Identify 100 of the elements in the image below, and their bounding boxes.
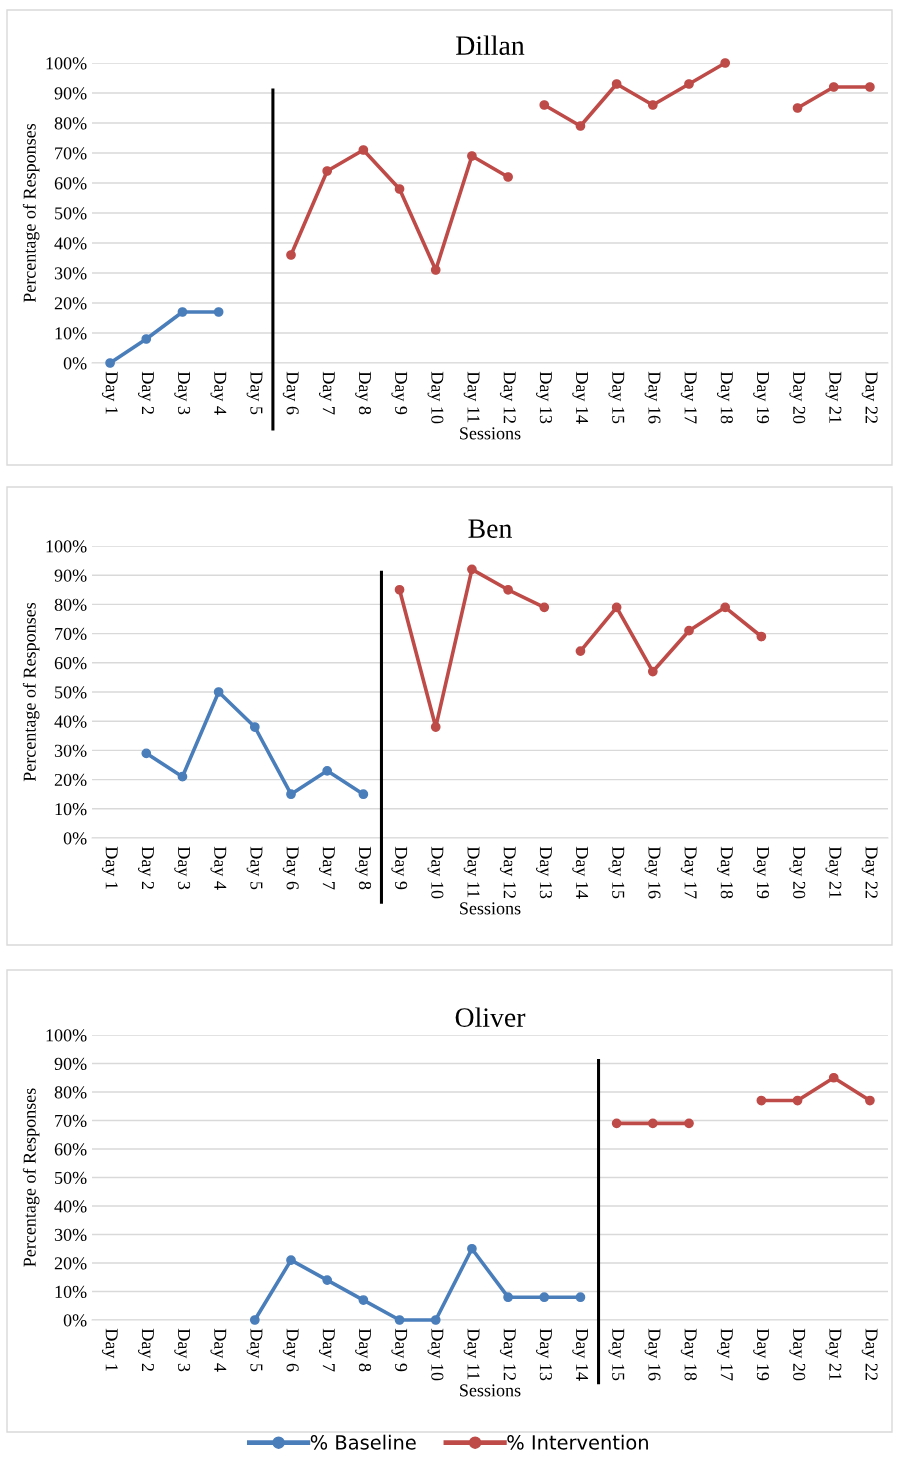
point: [177, 771, 188, 782]
x-tick-label: Day 13: [536, 1328, 552, 1381]
x-tick-label: Day 1: [101, 846, 118, 889]
y-axis-title: Percentage of Responses: [22, 123, 40, 303]
x-tick-label: Day 20: [789, 1328, 806, 1381]
y-tick-label: 40%: [54, 715, 87, 728]
legend-label: % Intervention: [507, 1434, 648, 1450]
x-tick-label: Day 7: [318, 371, 335, 415]
point: [503, 172, 513, 182]
x-tick-label: Day 16: [644, 371, 661, 424]
x-tick-label: Day 11: [463, 1328, 480, 1380]
point: [647, 100, 658, 110]
point: [249, 722, 260, 732]
x-tick-label: Day 1: [101, 1328, 118, 1371]
point: [467, 151, 477, 161]
y-axis-title: Percentage of Responses: [22, 1088, 40, 1267]
y-tick-label: 70%: [55, 147, 87, 160]
x-tick-label: Day 16: [644, 846, 661, 899]
point: [430, 1315, 441, 1325]
x-tick-label: Day 20: [789, 846, 806, 899]
x-tick-label: Day 9: [391, 1328, 408, 1372]
x-tick-label: Day 2: [138, 846, 154, 889]
y-tick-label: 10%: [55, 803, 87, 816]
x-tick-label: Day 9: [391, 846, 408, 890]
x-tick-label: Day 1: [101, 371, 118, 414]
point: [213, 307, 224, 317]
x-tick-label: Day 10: [427, 371, 444, 424]
point: [322, 765, 333, 776]
point: [539, 602, 550, 613]
y-tick-label: 20%: [54, 297, 87, 310]
y-tick-label: 0%: [63, 832, 87, 845]
point: [575, 1292, 586, 1303]
point: [430, 722, 441, 732]
x-tick-label: Day 11: [463, 371, 480, 423]
x-tick-label: Day 21: [825, 371, 842, 423]
point: [358, 145, 369, 155]
y-tick-label: 50%: [55, 686, 87, 699]
point: [358, 789, 369, 800]
y-tick-label: 0%: [63, 357, 87, 370]
x-tick-label: Day 2: [138, 371, 154, 414]
point: [684, 1118, 694, 1129]
x-tick-label: Day 17: [680, 846, 697, 899]
x-tick-label: Day 10: [427, 846, 444, 899]
point: [720, 602, 731, 613]
x-tick-label: Day 9: [391, 371, 408, 415]
x-tick-label: Day 5: [246, 846, 263, 890]
x-tick-label: Day 8: [355, 1328, 372, 1372]
x-tick-label: Day 6: [282, 1328, 299, 1372]
point: [503, 584, 513, 595]
y-tick-label: 30%: [54, 267, 87, 280]
x-tick-label: Day 7: [318, 1328, 335, 1372]
x-tick-label: Day 8: [355, 371, 372, 415]
x-tick-label: Day 3: [174, 846, 191, 890]
x-tick-label: Day 13: [536, 371, 552, 424]
y-tick-label: 80%: [54, 1086, 87, 1099]
point: [322, 1275, 333, 1285]
x-tick-label: Day 22: [861, 371, 878, 423]
y-tick-label: 100%: [46, 57, 87, 70]
x-tick-label: Day 2: [138, 1328, 154, 1371]
y-tick-label: 60%: [54, 657, 87, 670]
x-tick-label: Day 4: [210, 846, 227, 890]
point: [828, 82, 839, 92]
y-tick-label: 40%: [54, 1200, 87, 1213]
point: [756, 631, 767, 642]
x-tick-label: Day 4: [210, 1328, 227, 1372]
point: [647, 1118, 658, 1129]
y-tick-label: 30%: [54, 744, 87, 757]
point: [792, 103, 803, 113]
x-tick-label: Day 5: [246, 1328, 263, 1372]
point: [467, 564, 477, 575]
x-tick-label: Day 19: [753, 1328, 770, 1381]
x-axis-title: Sessions: [460, 427, 521, 440]
point: [213, 687, 224, 697]
x-tick-label: Day 5: [246, 371, 263, 415]
point: [394, 184, 405, 194]
x-tick-label: Day 19: [753, 846, 770, 899]
x-tick-label: Day 22: [861, 1328, 878, 1380]
y-tick-label: 40%: [54, 237, 87, 250]
y-tick-label: 60%: [54, 1143, 87, 1156]
point: [322, 166, 333, 176]
y-tick-label: 20%: [54, 1257, 87, 1270]
x-tick-label: Day 12: [499, 1328, 516, 1380]
y-tick-label: 100%: [46, 1029, 87, 1042]
y-tick-label: 100%: [46, 540, 87, 553]
x-tick-label: Day 6: [282, 371, 299, 415]
point: [394, 1315, 405, 1325]
y-tick-label: 90%: [54, 87, 87, 100]
point: [828, 1072, 839, 1083]
point: [286, 250, 296, 260]
point: [141, 748, 152, 759]
y-tick-label: 0%: [63, 1314, 87, 1327]
x-tick-label: Day 18: [716, 371, 733, 424]
y-tick-label: 80%: [54, 598, 87, 611]
x-tick-label: Day 13: [536, 846, 552, 899]
x-tick-label: Day 20: [789, 371, 806, 424]
point: [467, 1243, 477, 1254]
x-tick-label: Day 15: [608, 846, 625, 899]
point: [105, 358, 115, 368]
y-tick-label: 20%: [54, 773, 87, 787]
x-tick-label: Day 18: [680, 1328, 697, 1381]
